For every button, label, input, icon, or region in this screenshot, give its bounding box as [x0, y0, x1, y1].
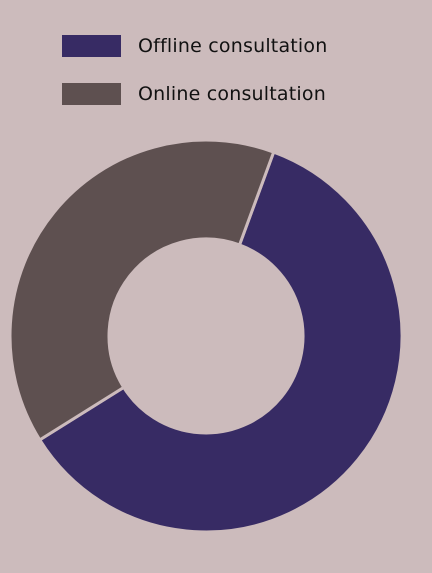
donut-slice-online[interactable]	[10, 140, 274, 440]
